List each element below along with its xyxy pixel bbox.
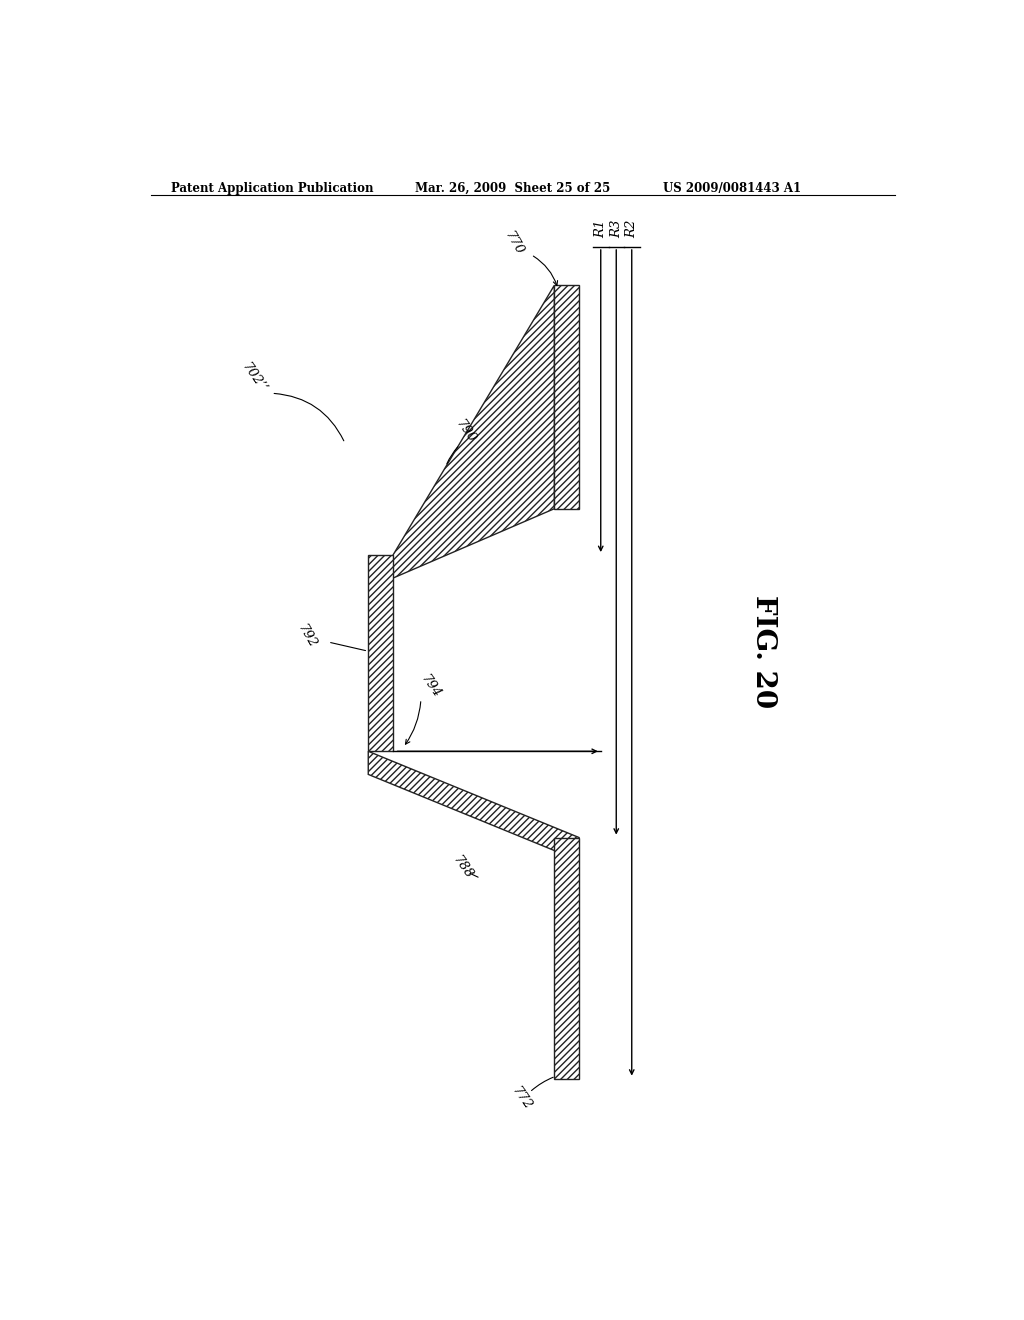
Text: 772: 772 [509, 1084, 535, 1111]
Text: 790: 790 [453, 417, 477, 446]
Polygon shape [369, 554, 393, 751]
Text: US 2009/0081443 A1: US 2009/0081443 A1 [663, 182, 801, 194]
Text: 792: 792 [294, 622, 318, 649]
Text: Mar. 26, 2009  Sheet 25 of 25: Mar. 26, 2009 Sheet 25 of 25 [415, 182, 610, 194]
Polygon shape [554, 285, 579, 508]
Text: R1: R1 [594, 219, 607, 238]
Text: FIG. 20: FIG. 20 [750, 594, 777, 708]
Text: R2: R2 [626, 219, 638, 238]
Polygon shape [554, 838, 579, 1078]
Polygon shape [369, 751, 579, 861]
Text: 702’’: 702’’ [239, 360, 268, 396]
Text: 794: 794 [418, 672, 442, 700]
Text: 770: 770 [502, 228, 526, 257]
Text: R3: R3 [609, 219, 623, 238]
Polygon shape [393, 285, 554, 578]
Text: 788: 788 [451, 853, 475, 880]
Text: Patent Application Publication: Patent Application Publication [171, 182, 373, 194]
